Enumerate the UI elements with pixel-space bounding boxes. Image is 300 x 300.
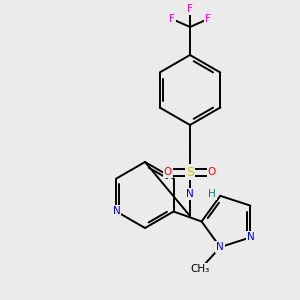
Text: O: O	[208, 167, 216, 177]
Text: N: N	[112, 206, 120, 217]
Text: CH₃: CH₃	[190, 264, 210, 274]
Text: N: N	[186, 189, 194, 199]
Text: H: H	[208, 189, 216, 199]
Text: F: F	[205, 14, 211, 24]
Text: S: S	[186, 166, 194, 178]
Text: N: N	[216, 242, 224, 252]
Text: O: O	[164, 167, 172, 177]
Text: F: F	[169, 14, 175, 24]
Text: N: N	[247, 232, 254, 242]
Text: F: F	[187, 4, 193, 14]
